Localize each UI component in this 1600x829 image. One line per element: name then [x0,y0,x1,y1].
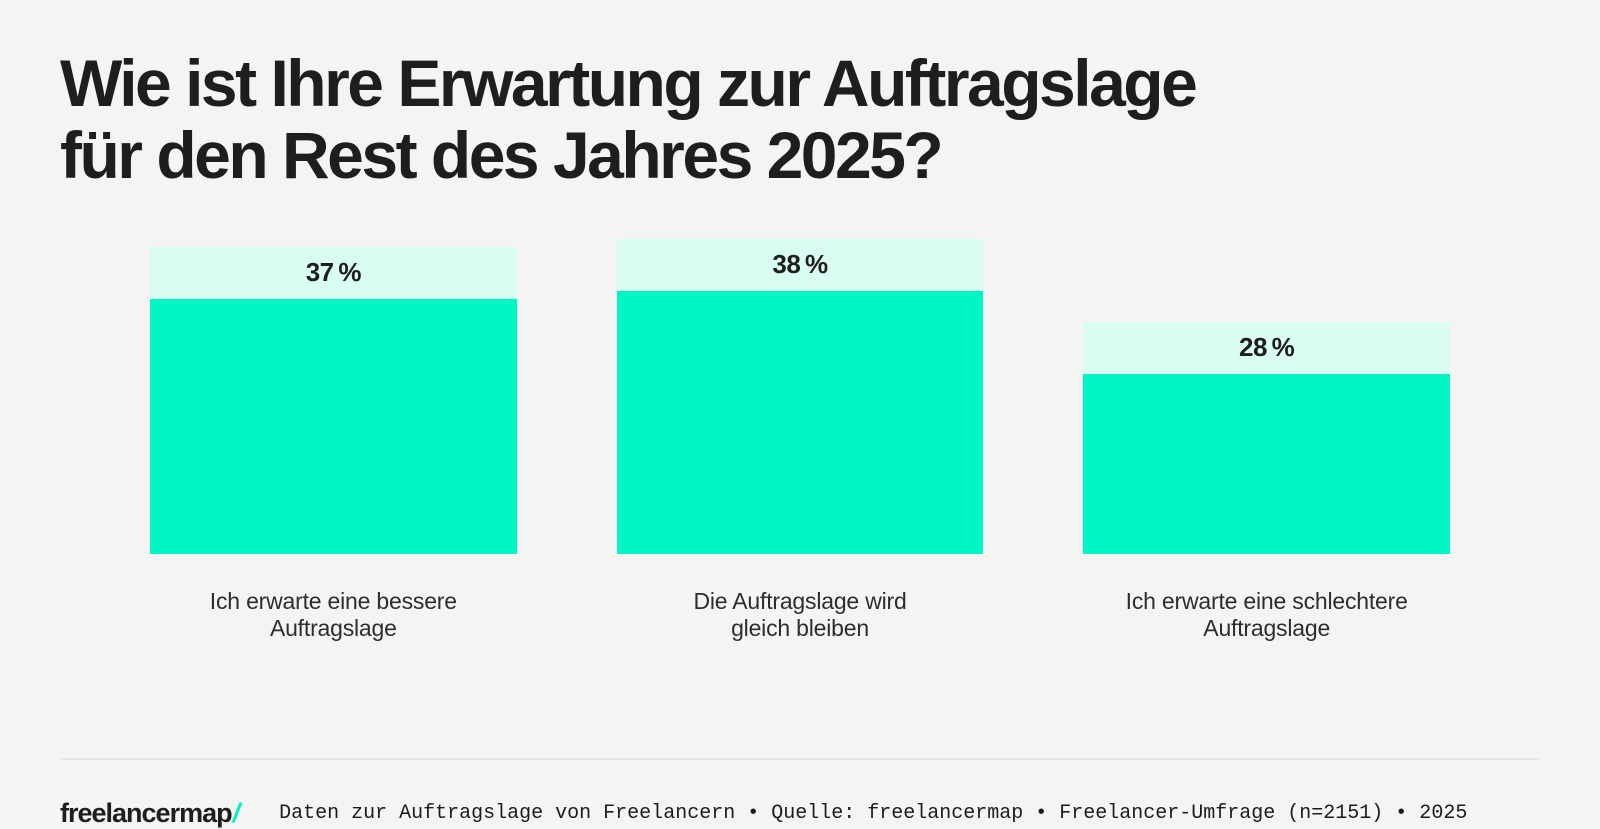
bar-column-gleich: 38 % Die Auftragslage wird gleich bleibe… [616,238,984,642]
bar-area: 37 % [150,238,517,554]
bar-value-cap: 37 % [150,246,517,299]
category-label-line: Ich erwarte eine schlechtere [1125,587,1408,614]
chart-title-line1: Wie ist Ihre Erwartung zur Auftragslage [60,46,1198,120]
source-caption: Daten zur Auftragslage von Freelancern •… [279,802,1468,825]
bar-value-label: 28 % [1239,332,1295,363]
bar-bessere: 37 % [150,246,517,554]
chart-title-line2: für den Rest des Jahres 2025? [60,117,944,192]
footer: freelancermap/ Daten zur Auftragslage vo… [0,758,1600,829]
category-label-line: Auftragslage [269,615,397,641]
category-label-line: Auftragslage [1203,615,1331,641]
bar-value-label: 37 % [305,257,362,288]
bar-column-schlechtere: 28 % Ich erwarte eine schlechtere Auftra… [1083,238,1451,642]
footer-row: freelancermap/ Daten zur Auftragslage vo… [60,760,1540,829]
bar-fill [616,290,984,554]
category-label-line: Die Auftragslage wird [693,587,907,614]
bar-fill [150,298,517,554]
bar-value-cap: 38 % [616,238,984,291]
bar-schlechtere: 28 % [1083,321,1451,554]
bar-fill [1083,373,1451,554]
bar-value-label: 38 % [772,249,828,280]
bar-category-label: Ich erwarte eine schlechtere Auftragslag… [1083,588,1450,642]
bar-value-cap: 28 % [1083,321,1451,374]
bar-category-label: Die Auftragslage wird gleich bleiben [617,588,984,642]
bar-category-label: Ich erwarte eine bessere Auftragslage [150,588,517,642]
chart-title: Wie ist Ihre Erwartung zur Auftragslage … [60,46,1540,192]
category-label-line: Ich erwarte eine bessere [209,587,457,614]
bar-area: 38 % [616,238,984,554]
logo-slash-icon: / [232,798,240,828]
logo-wordmark: freelancermap [60,798,233,828]
bar-chart: 37 % Ich erwarte eine bessere Auftragsla… [150,238,1451,642]
bar-area: 28 % [1083,238,1451,554]
footer-divider [60,758,1540,760]
bar-gleich: 38 % [616,238,984,554]
freelancermap-logo: freelancermap/ [60,798,240,829]
bar-column-bessere: 37 % Ich erwarte eine bessere Auftragsla… [150,238,517,642]
category-label-line: gleich bleiben [731,615,869,641]
